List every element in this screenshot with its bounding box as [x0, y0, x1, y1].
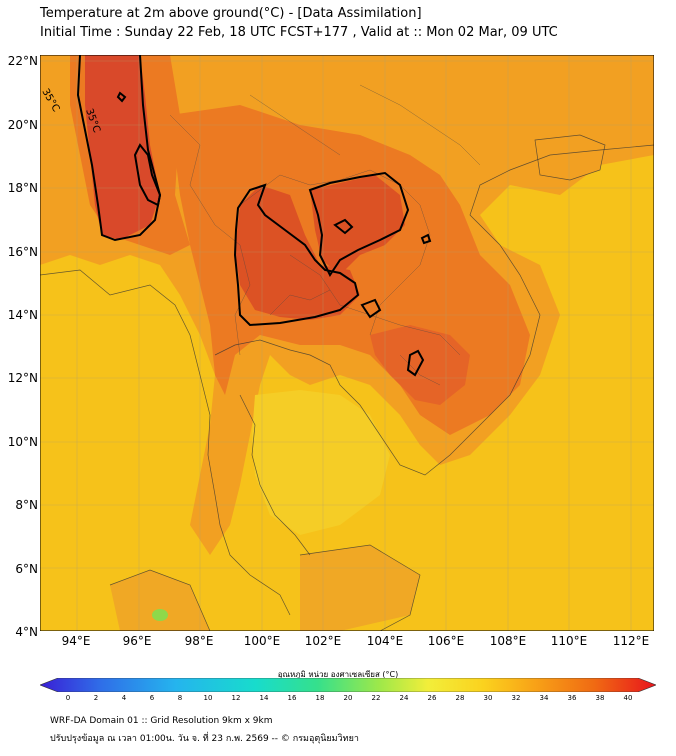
colorbar-tick-label: 0 [65, 694, 71, 702]
lon-label: 104°E [366, 634, 404, 648]
lat-label: 6°N [15, 562, 38, 576]
colorbar-tick-label: 40 [623, 694, 633, 702]
colorbar-tick-label: 38 [595, 694, 605, 702]
lon-label: 98°E [184, 634, 214, 648]
colorbar-tick-label: 18 [315, 694, 325, 702]
laos-hottest-core [310, 175, 405, 275]
colorbar-tick-label: 14 [259, 694, 269, 702]
admin-borders [169, 84, 481, 386]
myanmar-hottest-core [85, 55, 160, 240]
lon-label: 106°E [427, 634, 465, 648]
lat-label: 12°N [7, 371, 38, 385]
colorbar-tick-label: 10 [203, 694, 213, 702]
colorbar-tick-label: 16 [287, 694, 297, 702]
colorbar-tick-label: 20 [343, 694, 353, 702]
colorbar-tick-label: 28 [455, 694, 465, 702]
lon-label: 102°E [304, 634, 342, 648]
contour-35c-lines [76, 55, 432, 377]
sumatra-warm-region [110, 570, 210, 631]
colorbar-tick-label: 6 [149, 694, 155, 702]
colorbar-tick-label: 30 [483, 694, 493, 702]
coastlines [40, 134, 654, 631]
lon-label: 96°E [122, 634, 152, 648]
map-subtitle: Initial Time : Sunday 22 Feb, 18 UTC FCS… [40, 25, 558, 40]
lon-label: 110°E [550, 634, 588, 648]
colorbar-tick-label: 8 [177, 694, 183, 702]
lon-label: 112°E [612, 634, 650, 648]
footer-update-info: ปรับปรุงข้อมูล ณ เวลา 01:00น. วัน จ. ที่… [50, 734, 359, 744]
temperature-map: 35°C 35°C [40, 55, 654, 631]
lat-label: 14°N [7, 308, 38, 322]
colorbar-tick-label: 2 [93, 694, 99, 702]
map-title: Temperature at 2m above ground(°C) - [Da… [40, 6, 422, 21]
sumatra-cool-spot [152, 609, 168, 621]
colorbar-tick-label: 12 [231, 694, 241, 702]
colorbar-tick-label: 36 [567, 694, 577, 702]
graticule [40, 55, 654, 631]
lon-label: 108°E [489, 634, 527, 648]
colorbar-tick-label: 34 [539, 694, 549, 702]
thailand-hottest-core [235, 185, 360, 320]
colorbar-tick-label: 22 [371, 694, 381, 702]
lat-label: 8°N [15, 498, 38, 512]
colorbar-tick-label: 24 [399, 694, 409, 702]
lat-label: 20°N [7, 118, 38, 132]
colorbar-tick-label: 26 [427, 694, 437, 702]
lon-label: 94°E [61, 634, 91, 648]
footer-model-info: WRF-DA Domain 01 :: Grid Resolution 9km … [50, 716, 273, 726]
hainan-region [535, 135, 605, 180]
lat-label: 10°N [7, 435, 38, 449]
lat-label: 16°N [7, 245, 38, 259]
colorbar [40, 678, 656, 692]
lon-label: 100°E [243, 634, 281, 648]
lat-label: 22°N [7, 54, 38, 68]
lat-label: 4°N [15, 625, 38, 639]
colorbar-gradient [40, 678, 656, 692]
lat-label: 18°N [7, 181, 38, 195]
colorbar-tick-label: 4 [121, 694, 127, 702]
borneo-warm-region [300, 545, 420, 631]
colorbar-label: อุณหภูมิ หน่วย องศาเซลเซียส (°C) [277, 670, 399, 679]
colorbar-tick-label: 32 [511, 694, 521, 702]
gulf-of-thailand-cool [252, 390, 390, 535]
